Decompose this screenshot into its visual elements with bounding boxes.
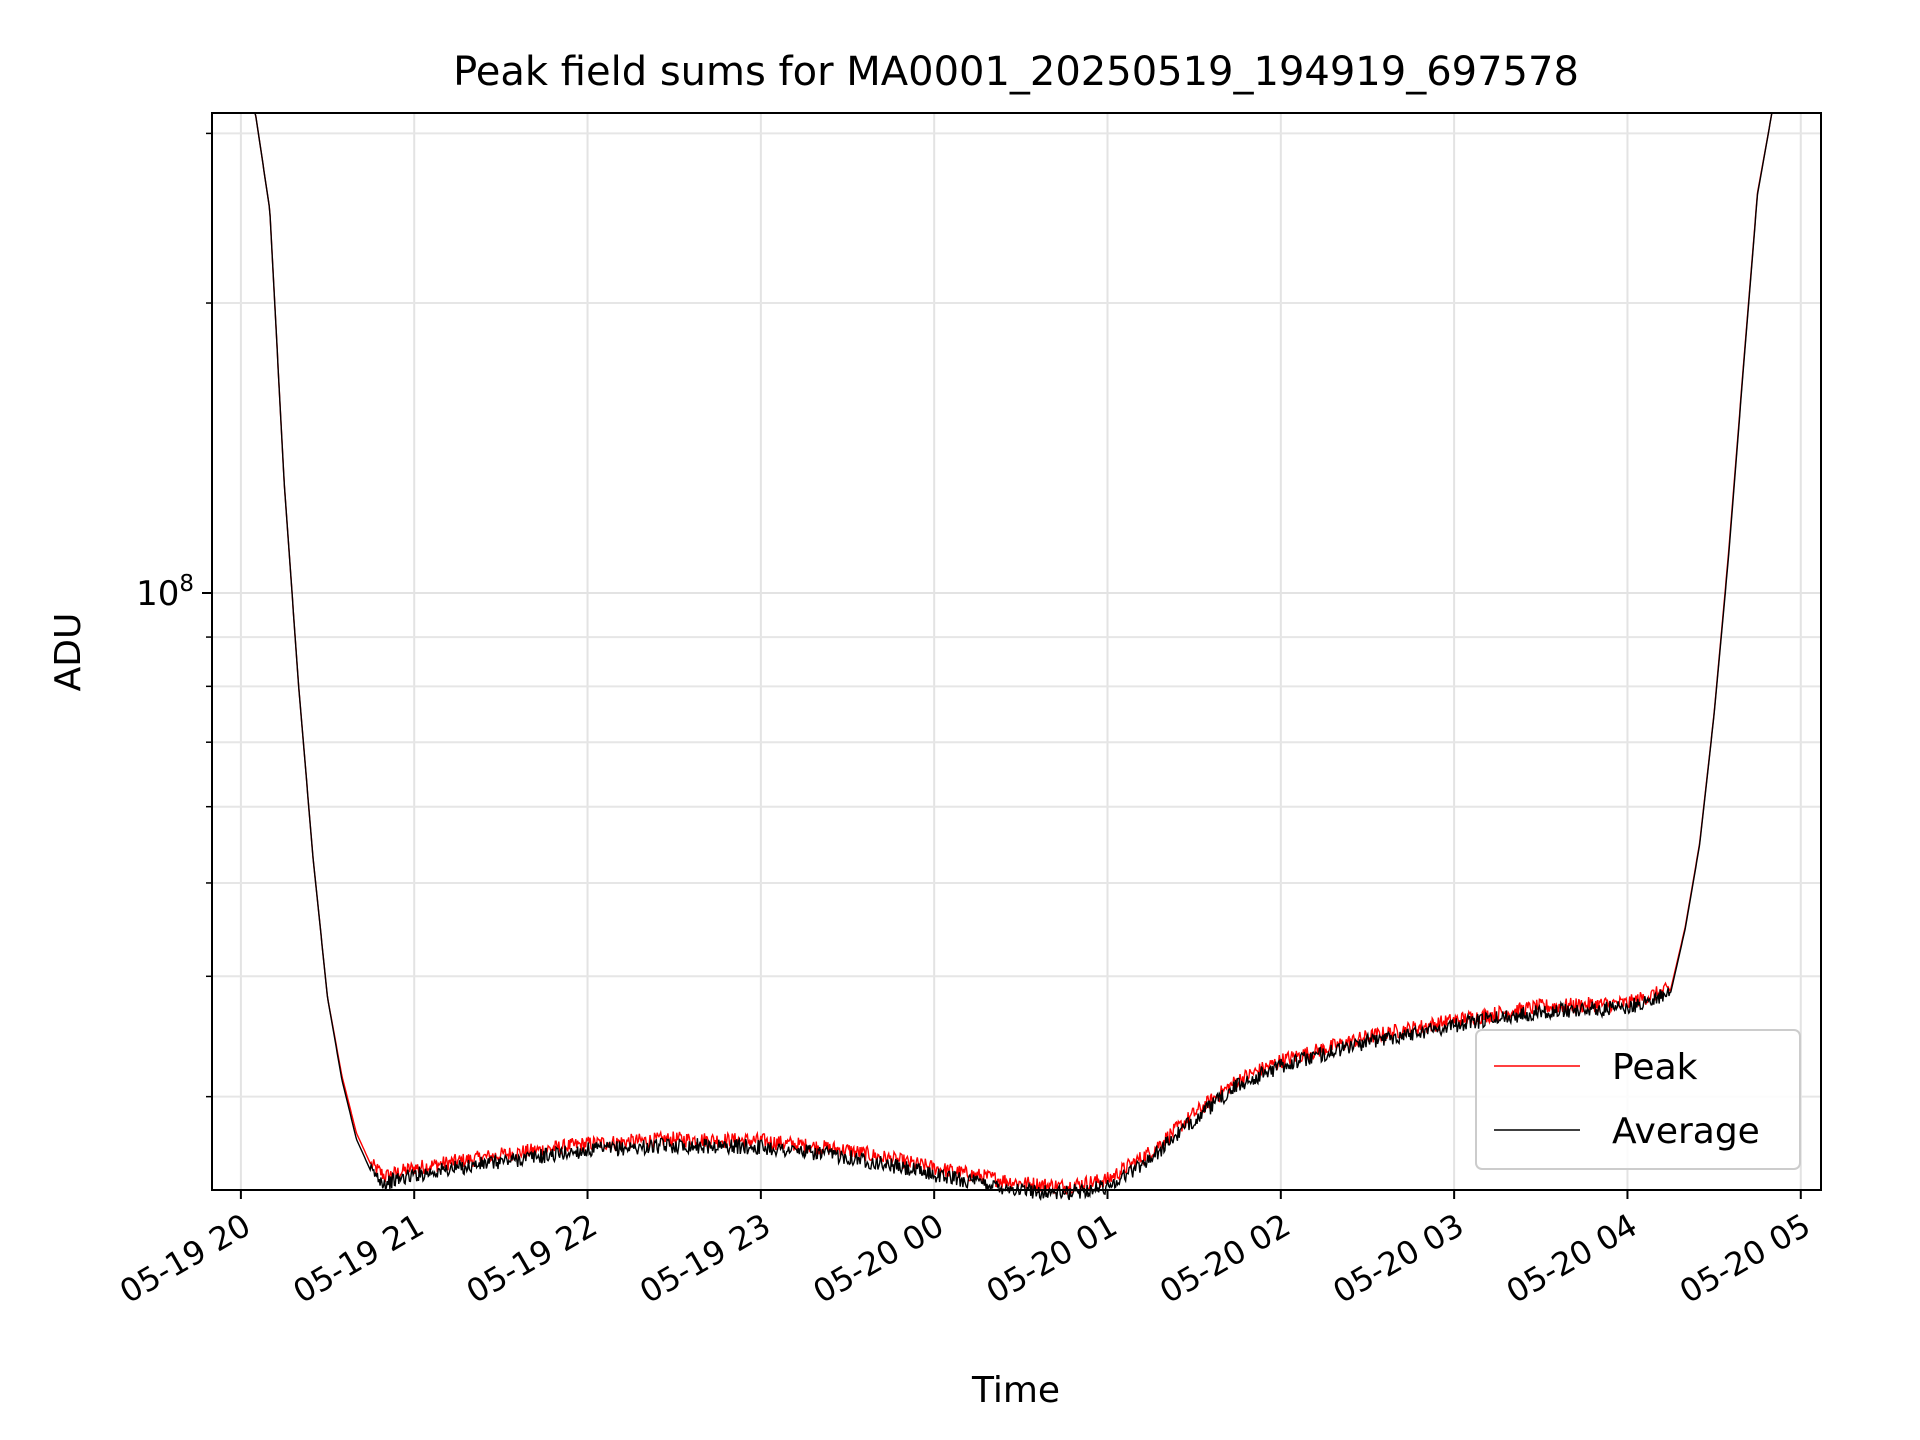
plot-frame bbox=[211, 112, 1822, 1191]
series-line-average bbox=[212, 112, 1821, 1202]
legend-label-average: Average bbox=[1612, 1111, 1760, 1152]
legend-box bbox=[1475, 1029, 1801, 1170]
legend: Peak Average bbox=[1475, 1029, 1801, 1170]
chart-title: Peak field sums for MA0001_20250519_1949… bbox=[453, 49, 1579, 95]
legend-label-peak: Peak bbox=[1612, 1047, 1698, 1088]
y-tick-layer: 108 bbox=[136, 132, 212, 1098]
x-axis-label: Time bbox=[971, 1370, 1060, 1411]
y-axis-label: ADU bbox=[48, 613, 89, 692]
y-tick-label: 108 bbox=[136, 571, 194, 614]
series-layer bbox=[212, 112, 1821, 1202]
